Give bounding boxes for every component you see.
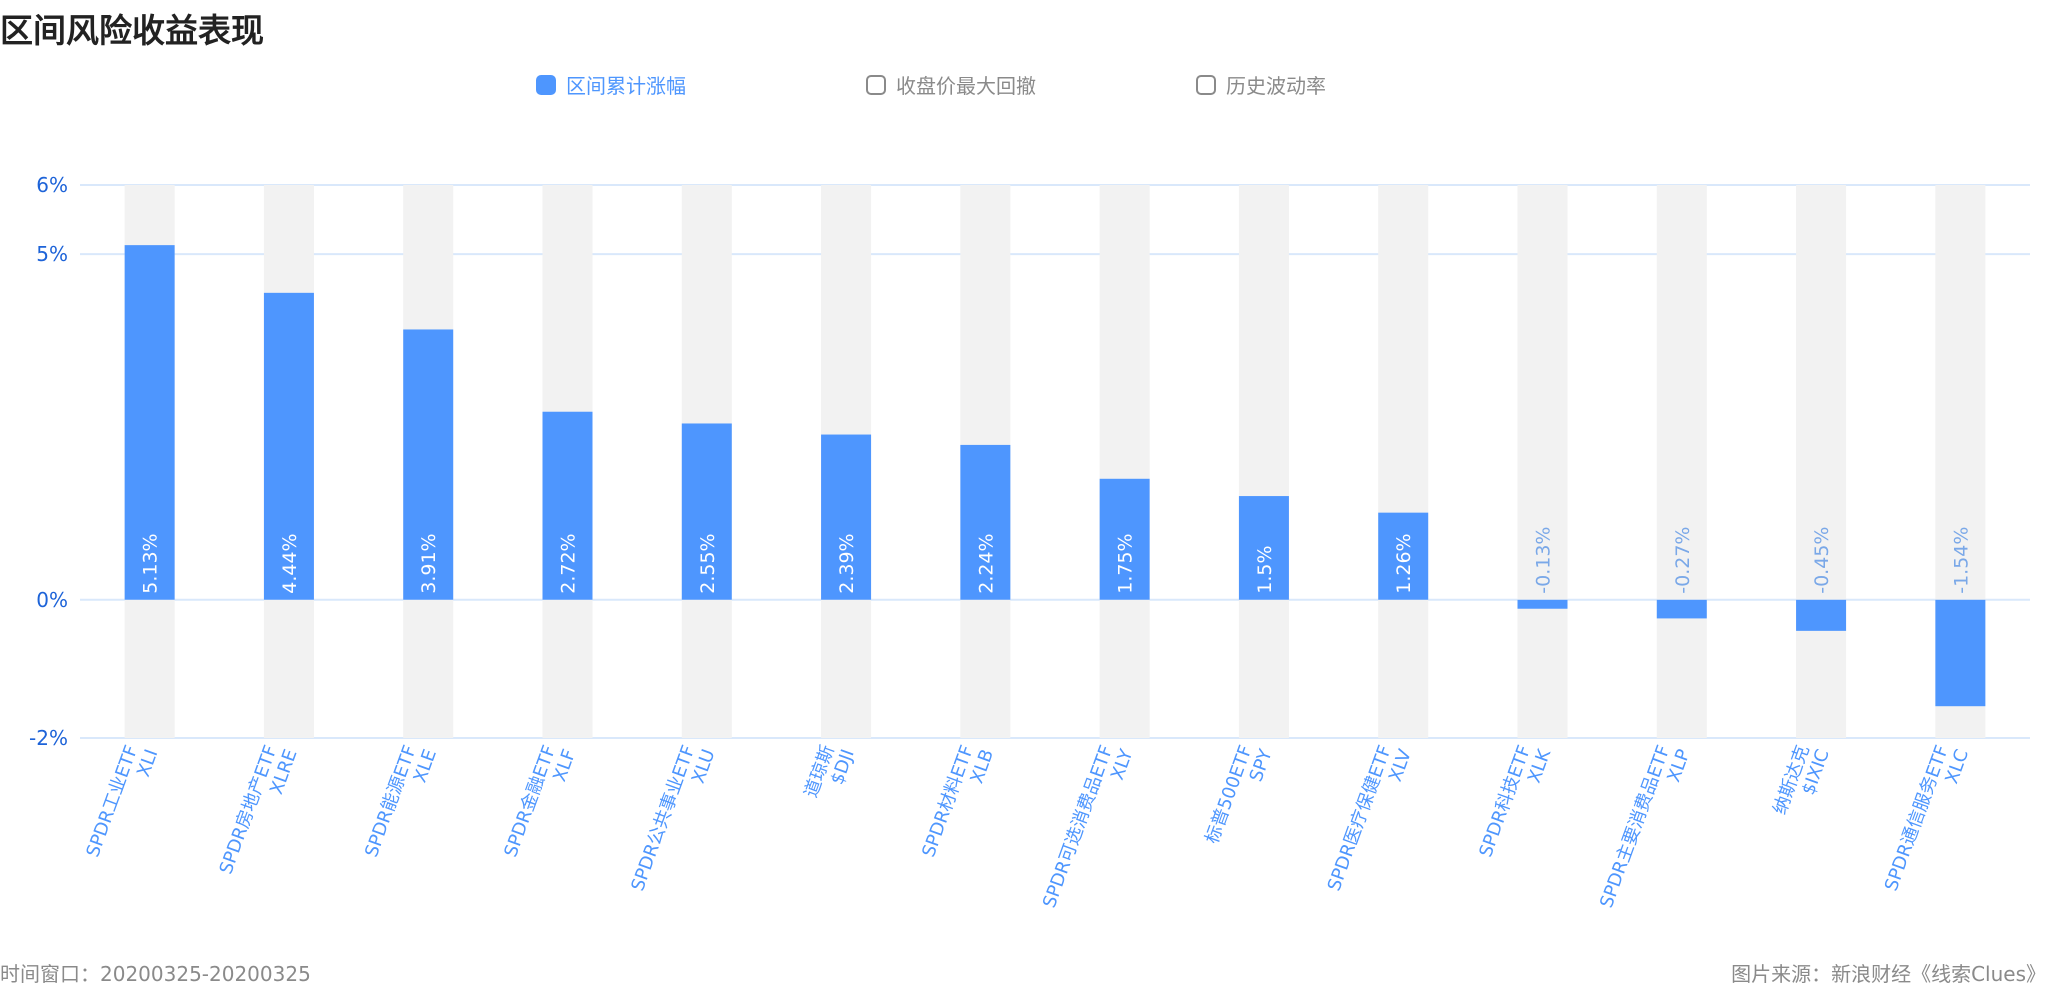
bar-value-label: 1.26%: [1393, 533, 1415, 593]
bar-value-label: -0.27%: [1672, 527, 1694, 594]
bar-value-label: 3.91%: [418, 533, 440, 593]
legend-label: 历史波动率: [1226, 74, 1326, 98]
bar-track: [1517, 185, 1568, 738]
bar: [1935, 599, 1986, 707]
bar: [1656, 599, 1707, 619]
bar-chart: 6%5%0%-2%5.13%XLISPDR工业ETF4.44%XLRESPDR房…: [29, 173, 2030, 911]
legend-checked-icon: [536, 74, 556, 95]
y-tick-label: 5%: [36, 242, 68, 266]
bar: [263, 292, 314, 600]
bar-value-label: 2.55%: [697, 533, 719, 593]
category-name-label: SPDR工业ETF: [82, 743, 142, 860]
category-name-label: SPDR能源ETF: [361, 743, 421, 860]
category-name-label: SPDR公共事业ETF: [627, 743, 699, 894]
bar-track: [1796, 185, 1847, 738]
category-name-label: SPDR科技ETF: [1475, 743, 1535, 860]
bar: [1378, 512, 1429, 600]
bar: [681, 423, 732, 600]
legend-unchecked-icon: [866, 74, 886, 95]
bar-value-label: 4.44%: [279, 533, 301, 593]
category-name-label: SPDR材料ETF: [918, 743, 978, 860]
bar-value-label: -1.54%: [1950, 527, 1972, 594]
bar-value-label: 2.72%: [558, 533, 580, 593]
legend-item-volatility[interactable]: 历史波动率: [1196, 70, 1326, 99]
category-name-label: SPDR可选消费品ETF: [1039, 743, 1117, 911]
y-tick-label: 6%: [36, 173, 68, 197]
bar: [1238, 496, 1289, 600]
bar-value-label: 2.24%: [975, 533, 997, 593]
category-name-label: SPDR房地产ETF: [216, 743, 282, 877]
bar: [124, 245, 175, 600]
bar-track: [1656, 185, 1707, 738]
bar-value-label: -0.13%: [1533, 527, 1555, 594]
chart-title: 区间风险收益表现: [0, 11, 264, 50]
category-name-label: SPDR金融ETF: [500, 743, 560, 860]
bar-value-label: 2.39%: [836, 533, 858, 593]
legend: 区间累计涨幅 收盘价最大回撤 历史波动率: [0, 70, 2046, 106]
category-name-label: SPDR通信服务ETF: [1881, 743, 1953, 894]
image-source: 图片来源：新浪财经《线索Clues》: [1731, 962, 2046, 986]
category-name-label: SPDR主要消费品ETF: [1596, 743, 1674, 911]
legend-label: 区间累计涨幅: [566, 74, 686, 98]
bar-value-label: 1.75%: [1115, 533, 1137, 593]
bar-value-label: 5.13%: [140, 533, 162, 593]
legend-unchecked-icon: [1196, 74, 1216, 95]
bar: [960, 444, 1011, 600]
bar-track: [1099, 185, 1150, 738]
y-tick-label: -2%: [29, 726, 68, 750]
y-tick-label: 0%: [36, 588, 68, 612]
bar: [403, 329, 454, 600]
legend-item-cumulative-return[interactable]: 区间累计涨幅: [536, 70, 686, 99]
bar: [1099, 478, 1150, 600]
legend-label: 收盘价最大回撤: [896, 74, 1036, 98]
category-name-label: 标普500ETF: [1202, 743, 1257, 847]
category-name-label: SPDR医疗保健ETF: [1324, 743, 1396, 894]
bar: [1796, 599, 1847, 631]
bar: [821, 434, 872, 600]
bar: [1517, 599, 1568, 609]
bar-track: [1378, 185, 1429, 738]
time-window: 时间窗口：20200325-20200325: [0, 962, 311, 986]
bar: [542, 411, 593, 600]
legend-item-max-drawdown[interactable]: 收盘价最大回撤: [866, 70, 1036, 99]
bar-value-label: -0.45%: [1811, 527, 1833, 594]
bar-value-label: 1.5%: [1254, 545, 1276, 593]
bar-track: [1238, 185, 1289, 738]
